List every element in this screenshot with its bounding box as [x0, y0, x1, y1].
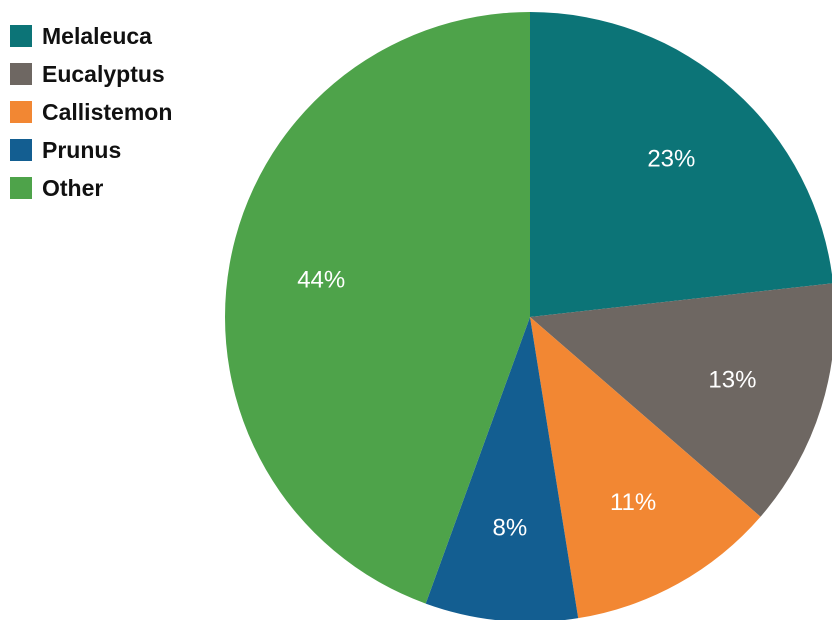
legend-item-callistemon: Callistemon: [10, 94, 172, 130]
legend-swatch: [10, 101, 32, 123]
legend-item-other: Other: [10, 170, 172, 206]
legend-item-eucalyptus: Eucalyptus: [10, 56, 172, 92]
legend-item-melaleuca: Melaleuca: [10, 18, 172, 54]
pie-slice-callistemon: [530, 317, 761, 619]
slice-label-callistemon: 11%: [610, 489, 656, 516]
pie-slice-melaleuca: [530, 12, 832, 317]
legend-label: Prunus: [42, 136, 122, 163]
pie-slice-prunus: [425, 317, 579, 620]
slice-label-melaleuca: 23%: [647, 146, 695, 173]
legend-label: Callistemon: [42, 98, 173, 125]
legend-label: Melaleuca: [42, 22, 152, 49]
legend-swatch: [10, 139, 32, 161]
legend-label: Other: [42, 174, 104, 201]
slice-label-eucalyptus: 13%: [708, 366, 756, 393]
legend-item-prunus: Prunus: [10, 132, 172, 168]
slice-label-prunus: 8%: [493, 515, 528, 542]
legend-swatch: [10, 63, 32, 85]
pie-slice-eucalyptus: [530, 283, 832, 517]
legend-swatch: [10, 25, 32, 47]
slice-label-other: 44%: [297, 267, 345, 294]
legend-label: Eucalyptus: [42, 60, 165, 87]
pie-slice-other: [225, 12, 530, 604]
legend: Melaleuca Eucalyptus Callistemon Prunus Othe…: [10, 18, 172, 208]
legend-swatch: [10, 177, 32, 199]
